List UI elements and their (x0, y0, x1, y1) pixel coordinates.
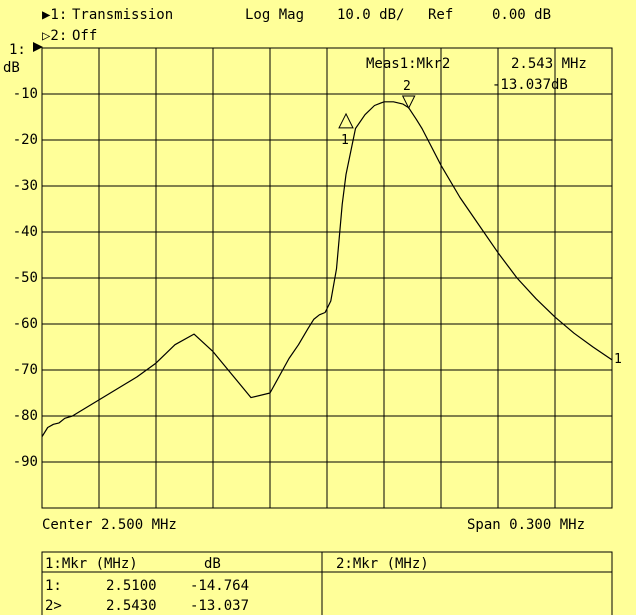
marker-row-1-id: 1: (45, 578, 62, 594)
marker-table-col1-header: 1:Mkr (MHz) (45, 556, 138, 572)
channel2-marker: ▷2: (42, 28, 68, 44)
y-tick-label: -90 (12, 454, 38, 470)
marker-2-icon (401, 95, 416, 110)
marker-row-2-id: 2> (45, 598, 62, 614)
y-tick-label: -10 (12, 86, 38, 102)
span-frequency: Span 0.300 MHz (467, 517, 586, 533)
y-unit-label: dB (3, 60, 20, 76)
scale-label: 10.0 dB/ (337, 7, 405, 23)
center-frequency: Center 2.500 MHz (42, 517, 177, 533)
channel1-measurement-label: Transmission (72, 7, 174, 23)
y-tick-label: -40 (12, 224, 38, 240)
ref-value: 0.00 dB (492, 7, 552, 23)
active-marker-label: Meas1:Mkr2 (366, 56, 451, 72)
y-tick-label: -80 (12, 408, 38, 424)
trace-line (41, 101, 613, 438)
marker-table-col1-unit: dB (204, 556, 221, 572)
active-marker-value: -13.037dB (492, 77, 568, 93)
marker-row-2-frequency: 2.5430 (106, 598, 157, 614)
marker-1-icon (338, 112, 354, 129)
channel1-marker: ▶1: (42, 7, 68, 23)
markers (338, 95, 416, 129)
marker2-label: 2 (403, 79, 411, 94)
trace-end-label: 1 (614, 352, 622, 367)
channel2-label: Off (72, 28, 98, 44)
ref-label: Ref (428, 7, 454, 23)
marker1-label: 1 (341, 133, 349, 148)
y-tick-label: -60 (12, 316, 38, 332)
y-tick-label: -50 (12, 270, 38, 286)
channel-reference-label: 1: (9, 42, 26, 58)
marker-row-1-frequency: 2.5100 (106, 578, 157, 594)
format-label: Log Mag (245, 7, 305, 23)
marker-table-col2-header: 2:Mkr (MHz) (336, 556, 429, 572)
y-tick-label: -20 (12, 132, 38, 148)
grid (41, 47, 613, 509)
trace (41, 101, 613, 438)
active-marker-frequency: 2.543 MHz (511, 56, 587, 72)
y-tick-label: -30 (12, 178, 38, 194)
marker-row-1-value: -14.764 (190, 578, 250, 594)
y-tick-label: -70 (12, 362, 38, 378)
marker-row-2-value: -13.037 (190, 598, 250, 614)
reference-pointer-icon (33, 42, 43, 52)
